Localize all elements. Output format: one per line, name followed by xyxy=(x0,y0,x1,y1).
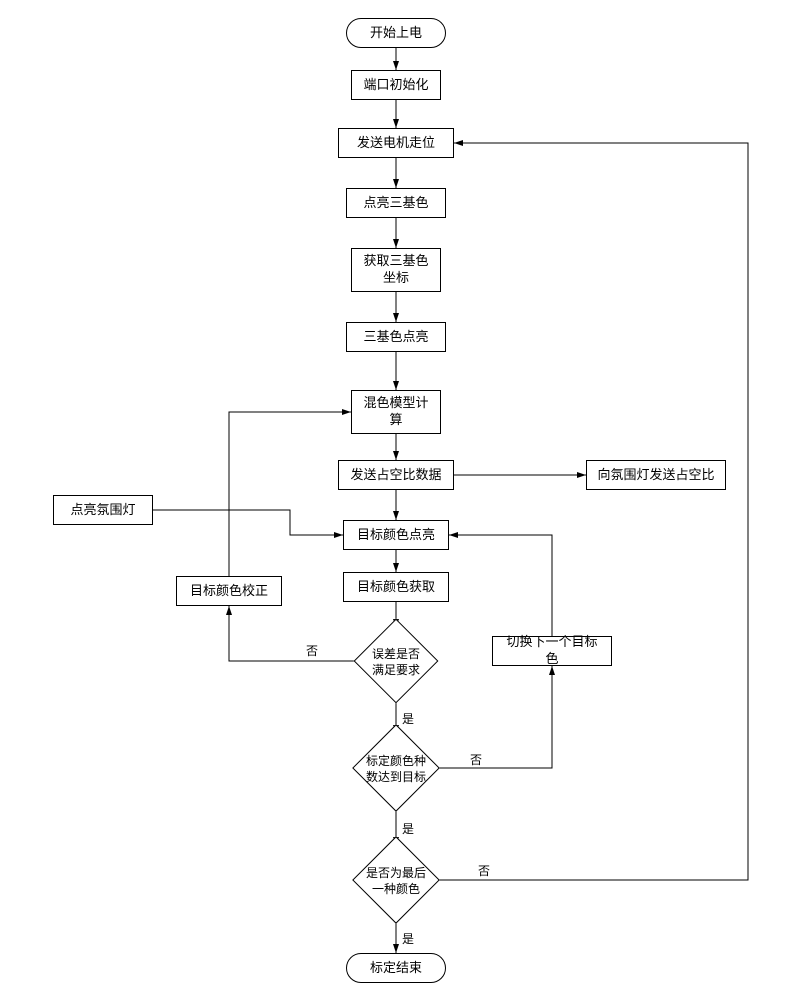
edge-label-err-no: 否 xyxy=(306,642,318,659)
count-decision xyxy=(352,724,440,812)
target-get-node: 目标颜色获取 xyxy=(343,572,449,602)
last-decision xyxy=(352,836,440,924)
target-lit-node: 目标颜色点亮 xyxy=(343,520,449,550)
start-node: 开始上电 xyxy=(346,18,446,48)
send-duty-node: 发送占空比数据 xyxy=(338,460,454,490)
port-init-node: 端口初始化 xyxy=(351,70,441,100)
mix-model-node: 混色模型计 算 xyxy=(351,390,441,434)
end-node: 标定结束 xyxy=(346,953,446,983)
rgb-lit-node: 三基色点亮 xyxy=(346,322,446,352)
light-rgb-node: 点亮三基色 xyxy=(346,188,446,218)
edge-label-last-no: 否 xyxy=(478,862,490,879)
edge-label-cnt-no: 否 xyxy=(470,751,482,768)
edge-label-cnt-yes: 是 xyxy=(402,820,414,837)
error-decision xyxy=(354,619,439,704)
send-to-lamp-node: 向氛围灯发送占空比 xyxy=(586,460,726,490)
send-motor-node: 发送电机走位 xyxy=(338,128,454,158)
correct-node: 目标颜色校正 xyxy=(176,576,282,606)
edge-label-last-yes: 是 xyxy=(402,930,414,947)
next-target-node: 切换下一个目标色 xyxy=(492,636,612,666)
ambience-side-node: 点亮氛围灯 xyxy=(53,495,153,525)
edge-label-err-yes: 是 xyxy=(402,710,414,727)
get-rgb-node: 获取三基色 坐标 xyxy=(351,248,441,292)
